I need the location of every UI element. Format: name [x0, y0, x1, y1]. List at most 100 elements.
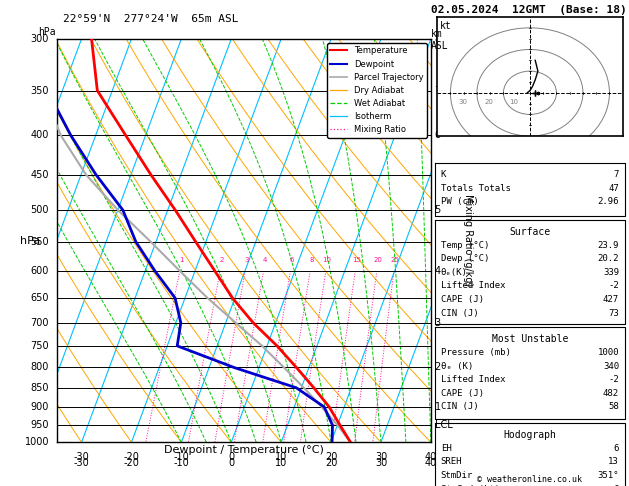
Text: 30: 30 — [375, 452, 387, 462]
Text: 3: 3 — [435, 318, 441, 328]
Legend: Temperature, Dewpoint, Parcel Trajectory, Dry Adiabat, Wet Adiabat, Isotherm, Mi: Temperature, Dewpoint, Parcel Trajectory… — [327, 43, 426, 138]
Text: 3: 3 — [245, 257, 249, 262]
Text: 850: 850 — [31, 383, 49, 393]
Text: -2: -2 — [608, 375, 619, 384]
Text: 30: 30 — [375, 458, 387, 469]
Text: θₑ (K): θₑ (K) — [441, 362, 473, 371]
Text: Lifted Index: Lifted Index — [441, 281, 505, 291]
Text: θₑ(K): θₑ(K) — [441, 268, 467, 277]
Text: -30: -30 — [74, 452, 89, 462]
Text: 427: 427 — [603, 295, 619, 304]
Text: 950: 950 — [31, 420, 49, 430]
Text: 482: 482 — [603, 389, 619, 398]
Text: 500: 500 — [31, 205, 49, 215]
Text: 350: 350 — [31, 86, 49, 96]
Text: 1: 1 — [435, 402, 441, 412]
Text: 0: 0 — [228, 458, 235, 469]
Text: 1: 1 — [179, 257, 184, 262]
Text: 10: 10 — [509, 99, 518, 104]
Text: 10: 10 — [275, 452, 287, 462]
Text: 750: 750 — [30, 341, 49, 351]
Text: 8: 8 — [309, 257, 314, 262]
Text: K: K — [441, 170, 446, 179]
Text: 900: 900 — [31, 402, 49, 412]
Text: SREH: SREH — [441, 457, 462, 467]
Text: Dewp (°C): Dewp (°C) — [441, 254, 489, 263]
Text: 6: 6 — [435, 130, 441, 140]
Text: 0: 0 — [228, 452, 235, 462]
Text: kt: kt — [440, 21, 452, 31]
Text: PW (cm): PW (cm) — [441, 197, 479, 207]
Text: LCL: LCL — [435, 420, 452, 430]
Text: 15: 15 — [352, 257, 361, 262]
Text: -20: -20 — [123, 452, 140, 462]
Text: 340: 340 — [603, 362, 619, 371]
Text: km
ASL: km ASL — [431, 29, 448, 51]
Text: -10: -10 — [174, 458, 189, 469]
Text: 2: 2 — [435, 363, 441, 372]
Text: 400: 400 — [31, 130, 49, 140]
Text: StmSpd (kt): StmSpd (kt) — [441, 485, 500, 486]
Text: 10: 10 — [323, 257, 331, 262]
Text: CAPE (J): CAPE (J) — [441, 295, 484, 304]
Text: 339: 339 — [603, 268, 619, 277]
Text: 40: 40 — [425, 452, 437, 462]
Text: © weatheronline.co.uk: © weatheronline.co.uk — [477, 474, 582, 484]
Text: 351°: 351° — [598, 471, 619, 480]
Text: Totals Totals: Totals Totals — [441, 184, 511, 193]
X-axis label: Dewpoint / Temperature (°C): Dewpoint / Temperature (°C) — [164, 445, 324, 455]
Text: EH: EH — [441, 444, 452, 453]
Text: 40: 40 — [425, 458, 437, 469]
Text: Pressure (mb): Pressure (mb) — [441, 348, 511, 357]
Text: Most Unstable: Most Unstable — [492, 334, 568, 345]
Text: 73: 73 — [608, 309, 619, 318]
Text: 20: 20 — [325, 452, 337, 462]
Text: 20: 20 — [325, 458, 337, 469]
Text: 700: 700 — [31, 318, 49, 328]
Text: hPa: hPa — [20, 236, 40, 245]
Text: Temp (°C): Temp (°C) — [441, 241, 489, 250]
Text: -10: -10 — [174, 452, 189, 462]
Text: 25: 25 — [391, 257, 399, 262]
Text: CAPE (J): CAPE (J) — [441, 389, 484, 398]
Text: Lifted Index: Lifted Index — [441, 375, 505, 384]
Text: -20: -20 — [123, 458, 140, 469]
Text: 10: 10 — [275, 458, 287, 469]
Text: 20: 20 — [485, 99, 494, 104]
Text: 02.05.2024  12GMT  (Base: 18): 02.05.2024 12GMT (Base: 18) — [431, 4, 626, 15]
Text: 47: 47 — [608, 184, 619, 193]
Text: 2: 2 — [220, 257, 224, 262]
Text: 5: 5 — [435, 205, 441, 215]
Text: 58: 58 — [608, 402, 619, 412]
Text: 7: 7 — [435, 86, 441, 96]
Text: 7: 7 — [614, 170, 619, 179]
Text: 450: 450 — [31, 170, 49, 180]
Text: 20.2: 20.2 — [598, 254, 619, 263]
Text: 6: 6 — [614, 444, 619, 453]
Text: CIN (J): CIN (J) — [441, 402, 479, 412]
Text: hPa: hPa — [38, 27, 55, 37]
Text: 30: 30 — [459, 99, 467, 104]
Text: -2: -2 — [608, 281, 619, 291]
Text: 13: 13 — [608, 457, 619, 467]
Text: Surface: Surface — [509, 227, 550, 237]
Text: CIN (J): CIN (J) — [441, 309, 479, 318]
Text: 4: 4 — [435, 266, 441, 276]
Text: 2.96: 2.96 — [598, 197, 619, 207]
Text: 600: 600 — [31, 266, 49, 276]
Text: Hodograph: Hodograph — [503, 430, 557, 440]
Text: StmDir: StmDir — [441, 471, 473, 480]
Text: 300: 300 — [31, 34, 49, 44]
Text: 8: 8 — [435, 34, 441, 44]
Text: 6: 6 — [614, 485, 619, 486]
Text: 800: 800 — [31, 363, 49, 372]
Text: 1000: 1000 — [598, 348, 619, 357]
Text: 550: 550 — [30, 237, 49, 247]
Text: -30: -30 — [74, 458, 89, 469]
Text: 1000: 1000 — [25, 437, 49, 447]
Text: 4: 4 — [263, 257, 267, 262]
Text: 22°59'N  277°24'W  65m ASL: 22°59'N 277°24'W 65m ASL — [63, 14, 238, 24]
Text: 650: 650 — [31, 293, 49, 303]
Text: Mixing Ratio (g/kg): Mixing Ratio (g/kg) — [464, 194, 473, 287]
Text: 6: 6 — [289, 257, 294, 262]
